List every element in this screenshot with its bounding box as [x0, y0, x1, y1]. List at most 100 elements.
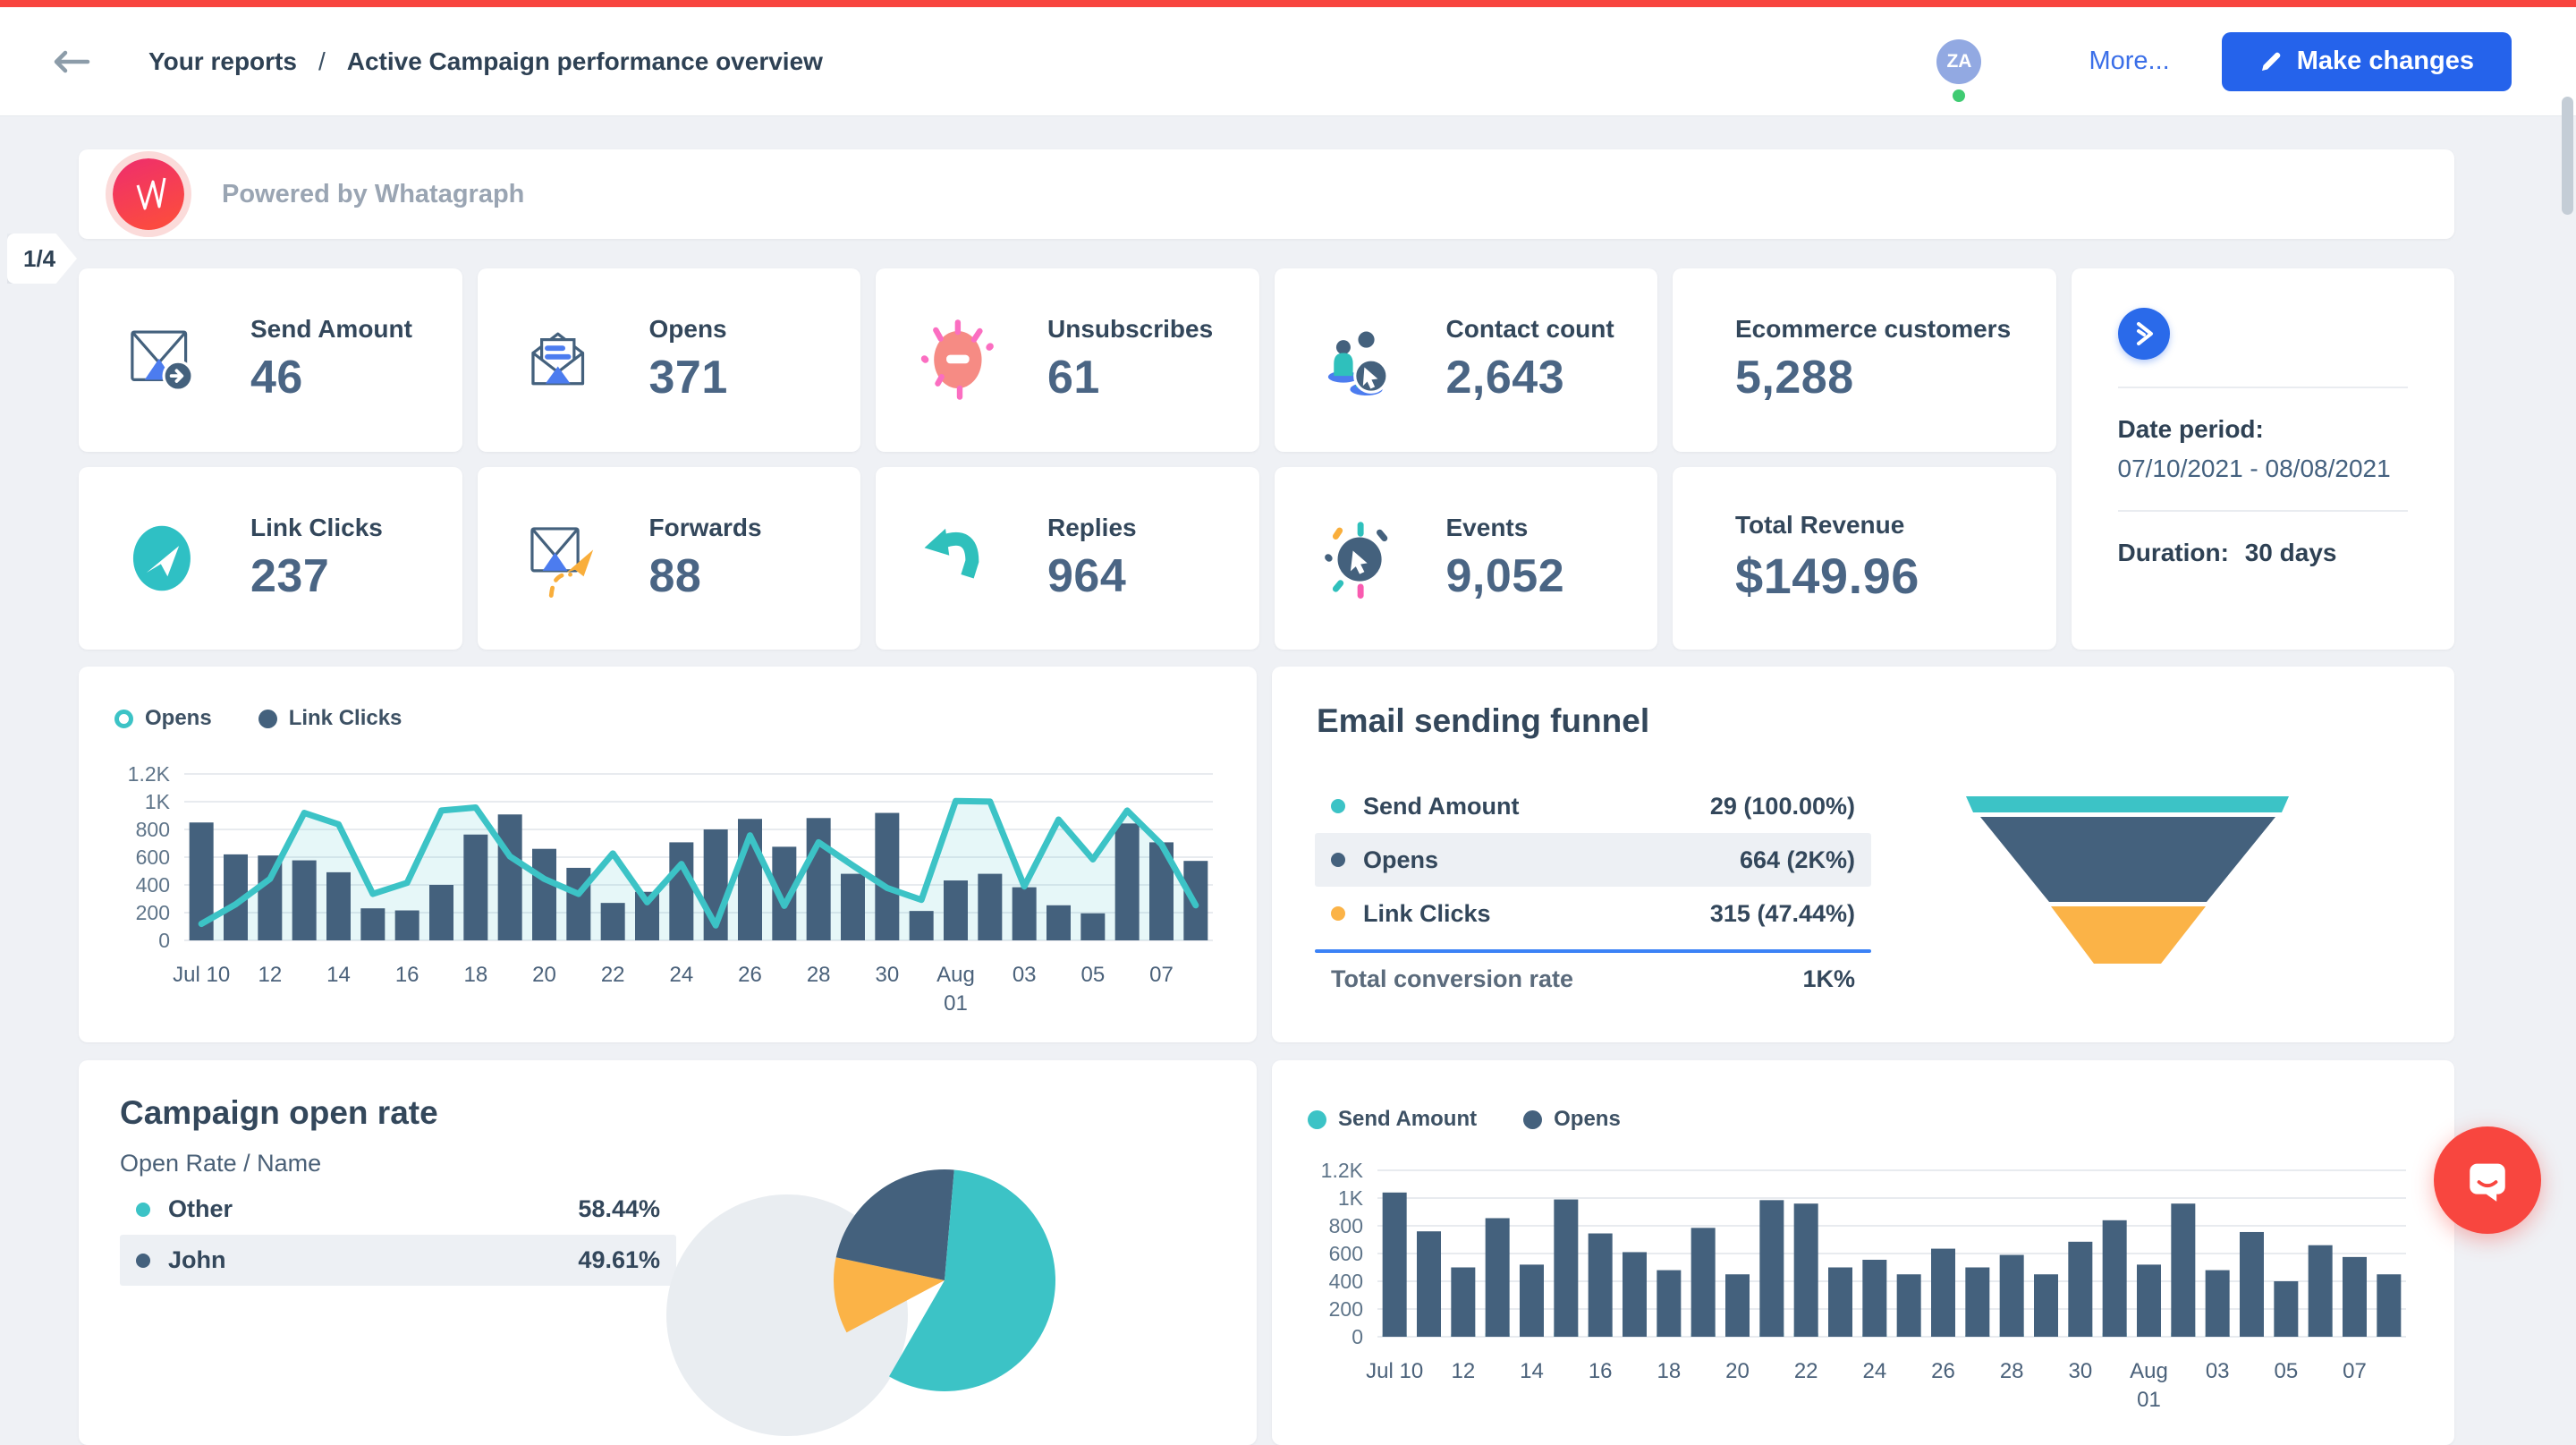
stat-value: 2,643 — [1445, 352, 1565, 404]
svg-text:16: 16 — [395, 963, 419, 987]
row-dot — [136, 1253, 150, 1268]
stat-label: Link Clicks — [250, 513, 383, 541]
svg-text:200: 200 — [136, 901, 170, 924]
funnel-title: Email sending funnel — [1317, 702, 1650, 739]
open-rate-pie-chart — [666, 1169, 1055, 1436]
stage-value: 664 (2K%) — [1739, 846, 1855, 873]
date-period-label: Date period: — [2117, 415, 2264, 443]
svg-text:Aug: Aug — [936, 963, 975, 987]
divider — [2117, 510, 2408, 512]
back-arrow-icon[interactable] — [50, 48, 91, 75]
make-changes-button[interactable]: Make changes — [2221, 31, 2512, 91]
stat-label: Unsubscribes — [1047, 315, 1214, 344]
scrollbar-thumb[interactable] — [2562, 97, 2573, 215]
svg-text:1.2K: 1.2K — [1321, 1159, 1364, 1182]
stat-value: 964 — [1047, 549, 1127, 602]
funnel-row-link-clicks[interactable]: Link Clicks 315 (47.44%) — [1315, 887, 1871, 940]
funnel-row-send-amount[interactable]: Send Amount 29 (100.00%) — [1315, 779, 1871, 833]
legend-item-opens[interactable]: Opens — [1523, 1107, 1621, 1132]
date-period-value: 07/10/2021 - 08/08/2021 — [2117, 455, 2391, 482]
stage-dot — [1331, 906, 1345, 921]
stage-label: Send Amount — [1363, 792, 1520, 820]
funnel-row-opens[interactable]: Opens 664 (2K%) — [1315, 833, 1871, 887]
avatar[interactable]: ZA — [1936, 38, 1982, 102]
header-actions: ZA More... Make changes — [1936, 31, 2512, 102]
chat-widget-button[interactable] — [2434, 1126, 2541, 1234]
stat-value: 9,052 — [1445, 549, 1565, 602]
svg-text:0: 0 — [158, 929, 170, 952]
open-rate-row-other[interactable]: Other 58.44% — [120, 1184, 676, 1235]
forwards-icon — [530, 527, 593, 598]
row-dot — [136, 1202, 150, 1217]
chart-legend: Send Amount Opens — [1308, 1107, 1621, 1132]
svg-text:05: 05 — [1080, 963, 1105, 987]
contact-count-icon — [1327, 331, 1389, 396]
svg-text:18: 18 — [463, 963, 487, 987]
stat-card-forwards: Forwards 88 — [477, 466, 860, 650]
stat-value: $149.96 — [1735, 548, 1919, 605]
stat-value: 46 — [250, 352, 303, 404]
send-amount-legend-dot — [1308, 1109, 1326, 1129]
svg-text:800: 800 — [136, 818, 170, 841]
svg-text:400: 400 — [1329, 1270, 1363, 1293]
svg-text:1K: 1K — [1338, 1186, 1364, 1210]
stat-label: Forwards — [648, 513, 762, 541]
opens-legend-dot — [1523, 1109, 1543, 1129]
svg-text:14: 14 — [1520, 1359, 1544, 1383]
powered-by-label: Powered by Whatagraph — [222, 179, 525, 208]
stage-value: 29 (100.00%) — [1709, 792, 1855, 820]
chart-legend: Opens Link Clicks — [114, 706, 402, 731]
unsubscribes-icon — [920, 319, 994, 401]
chat-icon — [2470, 1163, 2505, 1202]
sendamount-opens-chart-card: Send Amount Opens 0 200 400 600 800 1K 1.2K Jul… — [1272, 1060, 2454, 1445]
date-period-card: Date period: 07/10/2021 - 08/08/2021 Dur… — [2071, 268, 2454, 650]
stat-value: 61 — [1047, 352, 1100, 404]
svg-text:18: 18 — [1657, 1359, 1681, 1383]
svg-text:600: 600 — [136, 846, 170, 869]
sendamount-opens-bar-chart: 0 200 400 600 800 1K 1.2K Jul 10 12 14 16 18 20 22 24 2… — [1321, 1159, 2406, 1412]
svg-text:26: 26 — [738, 963, 762, 987]
legend-item-send-amount[interactable]: Send Amount — [1308, 1107, 1477, 1132]
make-changes-label: Make changes — [2296, 47, 2474, 75]
svg-text:20: 20 — [532, 963, 556, 987]
svg-text:22: 22 — [1794, 1359, 1818, 1383]
svg-text:30: 30 — [875, 963, 899, 987]
activecampaign-logo-icon — [2117, 308, 2170, 360]
svg-text:03: 03 — [1013, 963, 1037, 987]
legend-item-opens[interactable]: Opens — [114, 706, 212, 731]
link-clicks-legend-dot — [258, 709, 277, 728]
campaign-open-rate-card: Campaign open rate Open Rate / Name Othe… — [79, 1060, 1257, 1445]
stat-label: Ecommerce customers — [1735, 315, 2012, 344]
opens-icon — [530, 332, 584, 386]
stat-card-opens: Opens 371 — [477, 268, 860, 452]
legend-label: Opens — [1554, 1107, 1621, 1131]
svg-text:07: 07 — [1149, 963, 1174, 987]
stat-label: Events — [1445, 513, 1529, 541]
legend-item-link-clicks[interactable]: Link Clicks — [258, 706, 402, 731]
avatar-initials[interactable]: ZA — [1936, 38, 1982, 84]
total-label: Total conversion rate — [1331, 965, 1574, 992]
breadcrumb: Your reports / Active Campaign performan… — [148, 47, 823, 76]
svg-text:01: 01 — [944, 991, 968, 1016]
pencil-icon — [2261, 52, 2281, 71]
duration-value: 30 days — [2244, 539, 2337, 566]
breadcrumb-your-reports[interactable]: Your reports — [148, 47, 297, 75]
svg-text:0: 0 — [1352, 1325, 1363, 1348]
svg-text:1.2K: 1.2K — [128, 762, 171, 786]
header: Your reports / Active Campaign performan… — [0, 7, 2576, 116]
svg-text:400: 400 — [136, 873, 170, 897]
powered-by-banner: Powered by Whatagraph — [79, 149, 2454, 239]
total-value: 1K% — [1802, 965, 1855, 992]
stat-label: Total Revenue — [1735, 511, 1905, 540]
more-button[interactable]: More... — [2089, 47, 2170, 75]
svg-text:800: 800 — [1329, 1214, 1363, 1237]
events-icon — [1324, 521, 1387, 599]
opens-legend-dot — [114, 709, 133, 728]
duration-label: Duration: — [2117, 539, 2229, 566]
open-rate-row-john[interactable]: John 49.61% — [120, 1235, 676, 1286]
svg-text:200: 200 — [1329, 1297, 1363, 1321]
funnel-rows: Send Amount 29 (100.00%) Opens 664 (2K%)… — [1315, 779, 1871, 1005]
page-indicator[interactable]: 1/4 — [7, 234, 77, 284]
stat-card-ecommerce-customers: Ecommerce customers 5,288 — [1673, 268, 2056, 452]
